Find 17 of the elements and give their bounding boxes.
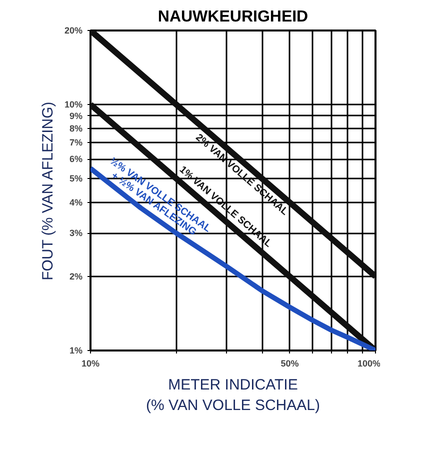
- y-tick-label: 1%: [69, 346, 83, 356]
- y-tick-label: 8%: [69, 123, 83, 134]
- chart-title: NAUWKEURIGHEID: [158, 8, 308, 26]
- y-tick-label: 4%: [69, 197, 83, 208]
- y-tick-label: 3%: [69, 228, 83, 238]
- y-axis-title: FOUT (% VAN AFLEZING): [39, 102, 56, 280]
- y-tick-label: 9%: [69, 110, 83, 121]
- y-tick-label: 7%: [69, 138, 83, 148]
- x-tick-label: 100%: [357, 358, 381, 368]
- y-tick-label: 10%: [64, 100, 82, 110]
- y-tick-label: 6%: [69, 154, 83, 164]
- y-tick-label: 2%: [69, 271, 83, 282]
- y-tick-label: 5%: [69, 174, 83, 184]
- x-tick-label: 50%: [280, 358, 299, 368]
- x-axis-title: METER INDICATIE (% VAN VOLLE SCHAAL): [146, 376, 320, 414]
- x-tick-label: 10%: [81, 358, 100, 368]
- y-tick-label: 20%: [64, 26, 82, 36]
